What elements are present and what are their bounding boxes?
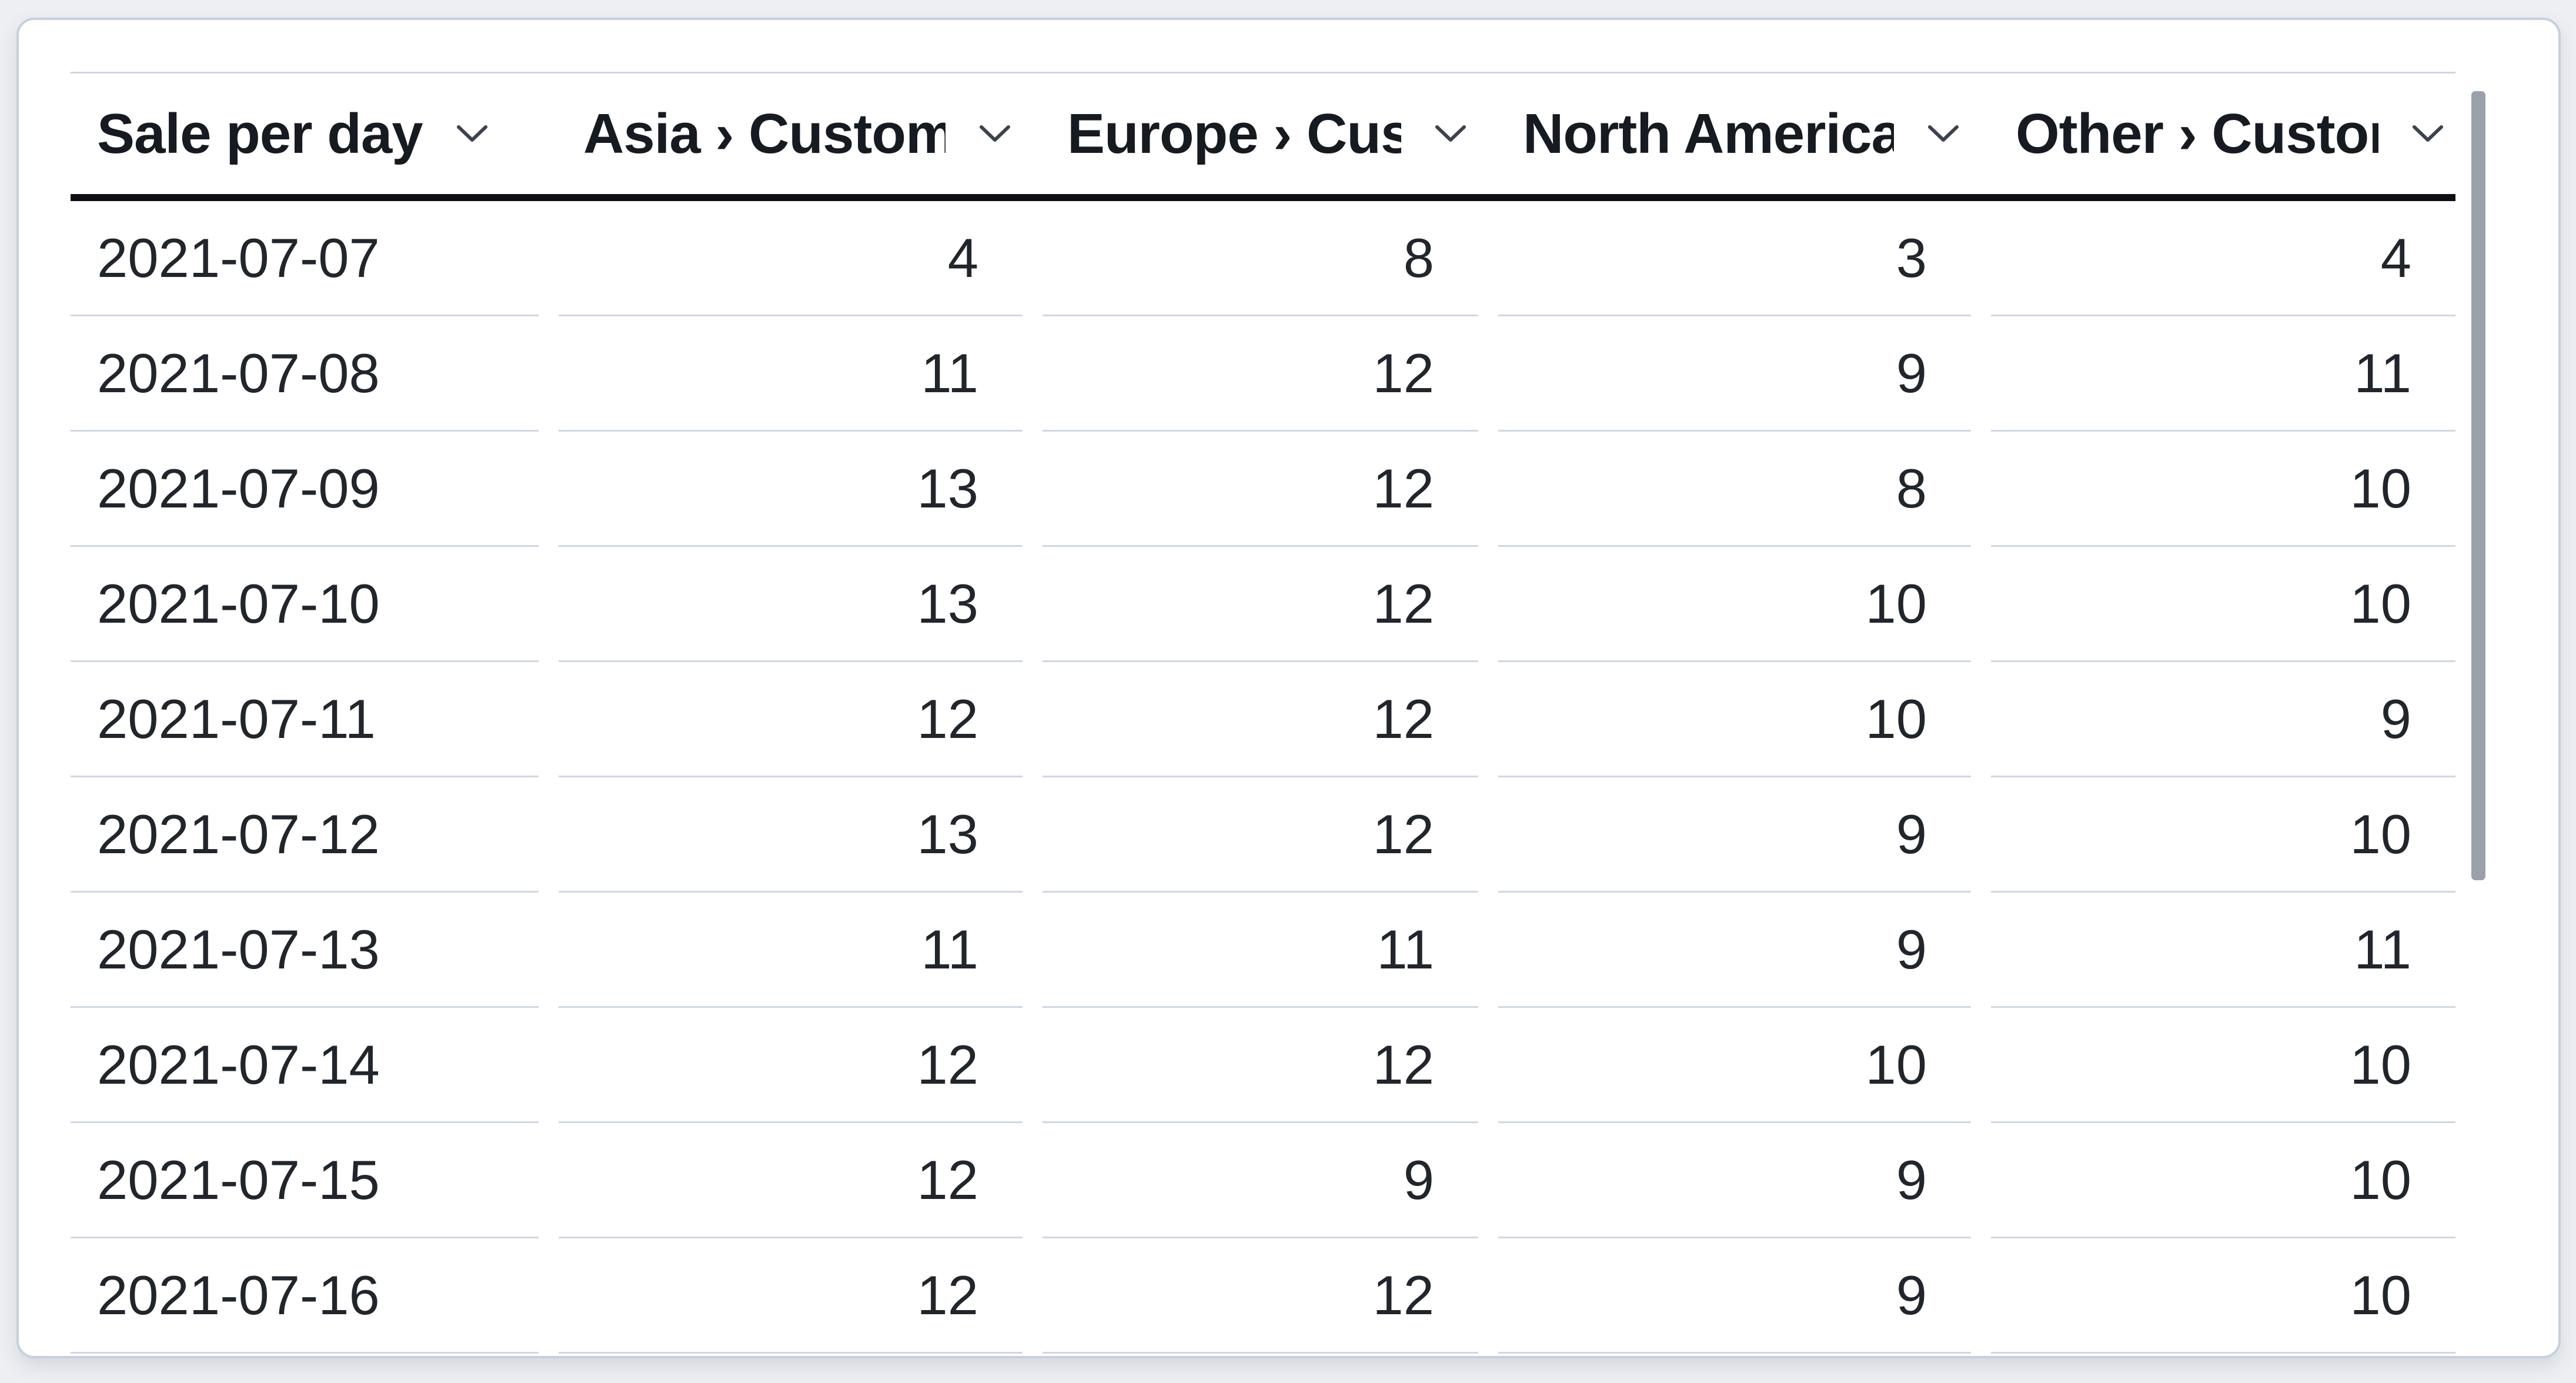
table-row: 2021-07-13 11 11 9 11	[71, 893, 2455, 1008]
header-divider	[71, 194, 2455, 201]
table-card: Sale per day Asia › Customers Europe › Cus…	[16, 18, 2561, 1358]
row-5-value-cell-1[interactable]: 13	[559, 777, 1023, 893]
row-5-value-cell-4[interactable]: 10	[1991, 777, 2455, 893]
row-7-value-cell-4[interactable]: 10	[1991, 1008, 2455, 1123]
column-header-label: North America › Customers	[1523, 102, 1894, 165]
row-0-value-cell-3[interactable]: 3	[1498, 201, 1971, 316]
row-8-value-cell-2[interactable]: 9	[1043, 1123, 1478, 1238]
table-row: 2021-07-14 12 12 10 10	[71, 1008, 2455, 1123]
column-header-1[interactable]: Asia › Customers	[559, 74, 1023, 194]
table-row: 2021-07-15 12 9 9 10	[71, 1123, 2455, 1238]
row-7-value-cell-2[interactable]: 12	[1043, 1008, 1478, 1123]
row-8-value-cell-4[interactable]: 10	[1991, 1123, 2455, 1238]
row-6-value-cell-4[interactable]: 11	[1991, 893, 2455, 1008]
chevron-down-icon[interactable]	[455, 124, 489, 144]
row-6-value-cell-2[interactable]: 11	[1043, 893, 1478, 1008]
row-0-value-cell-1[interactable]: 4	[559, 201, 1023, 316]
column-header-4[interactable]: Other › Customers	[1991, 74, 2455, 194]
row-0-date-cell[interactable]: 2021-07-07	[71, 201, 539, 316]
table-row: 2021-07-10 13 12 10 10	[71, 547, 2455, 662]
column-header-label: Europe › Customers	[1067, 102, 1401, 165]
row-9-value-cell-3[interactable]: 9	[1498, 1238, 1971, 1354]
row-3-value-cell-1[interactable]: 13	[559, 547, 1023, 662]
chevron-down-icon[interactable]	[1434, 124, 1468, 144]
row-3-value-cell-4[interactable]: 10	[1991, 547, 2455, 662]
row-4-value-cell-4[interactable]: 9	[1991, 662, 2455, 777]
chevron-down-icon[interactable]	[2411, 124, 2445, 144]
vertical-scrollbar-thumb[interactable]	[2471, 91, 2485, 880]
chevron-down-icon[interactable]	[978, 124, 1012, 144]
row-5-date-cell[interactable]: 2021-07-12	[71, 777, 539, 893]
row-1-value-cell-4[interactable]: 11	[1991, 316, 2455, 432]
row-6-date-cell[interactable]: 2021-07-13	[71, 893, 539, 1008]
table-header-row: Sale per day Asia › Customers Europe › Cus…	[71, 72, 2455, 194]
column-header-label: Sale per day	[97, 102, 423, 165]
row-8-value-cell-1[interactable]: 12	[559, 1123, 1023, 1238]
row-6-value-cell-1[interactable]: 11	[559, 893, 1023, 1008]
column-header-3[interactable]: North America › Customers	[1498, 74, 1971, 194]
row-9-value-cell-1[interactable]: 12	[559, 1238, 1023, 1354]
row-3-value-cell-3[interactable]: 10	[1498, 547, 1971, 662]
row-0-value-cell-2[interactable]: 8	[1043, 201, 1478, 316]
table-body: 2021-07-07 4 8 3 4 2021-07-08 11 12 9 11 2021-07-0…	[71, 201, 2455, 1354]
row-3-value-cell-2[interactable]: 12	[1043, 547, 1478, 662]
row-1-value-cell-3[interactable]: 9	[1498, 316, 1971, 432]
row-4-date-cell[interactable]: 2021-07-11	[71, 662, 539, 777]
table-row: 2021-07-11 12 12 10 9	[71, 662, 2455, 777]
row-5-value-cell-3[interactable]: 9	[1498, 777, 1971, 893]
column-header-label: Other › Customers	[2016, 102, 2378, 165]
table: Sale per day Asia › Customers Europe › Cus…	[71, 72, 2455, 1354]
row-8-value-cell-3[interactable]: 9	[1498, 1123, 1971, 1238]
column-header-label: Asia › Customers	[583, 102, 945, 165]
row-7-value-cell-1[interactable]: 12	[559, 1008, 1023, 1123]
row-9-value-cell-2[interactable]: 12	[1043, 1238, 1478, 1354]
column-header-0[interactable]: Sale per day	[71, 74, 539, 194]
column-header-2[interactable]: Europe › Customers	[1043, 74, 1478, 194]
row-9-date-cell[interactable]: 2021-07-16	[71, 1238, 539, 1354]
row-0-value-cell-4[interactable]: 4	[1991, 201, 2455, 316]
row-1-value-cell-1[interactable]: 11	[559, 316, 1023, 432]
row-6-value-cell-3[interactable]: 9	[1498, 893, 1971, 1008]
row-2-date-cell[interactable]: 2021-07-09	[71, 432, 539, 547]
row-4-value-cell-2[interactable]: 12	[1043, 662, 1478, 777]
row-3-date-cell[interactable]: 2021-07-10	[71, 547, 539, 662]
table-row: 2021-07-08 11 12 9 11	[71, 316, 2455, 432]
row-2-value-cell-3[interactable]: 8	[1498, 432, 1971, 547]
table-row: 2021-07-07 4 8 3 4	[71, 201, 2455, 316]
row-1-value-cell-2[interactable]: 12	[1043, 316, 1478, 432]
row-7-value-cell-3[interactable]: 10	[1498, 1008, 1971, 1123]
row-1-date-cell[interactable]: 2021-07-08	[71, 316, 539, 432]
row-2-value-cell-4[interactable]: 10	[1991, 432, 2455, 547]
row-4-value-cell-1[interactable]: 12	[559, 662, 1023, 777]
chevron-down-icon[interactable]	[1926, 124, 1960, 144]
row-4-value-cell-3[interactable]: 10	[1498, 662, 1971, 777]
row-2-value-cell-2[interactable]: 12	[1043, 432, 1478, 547]
row-8-date-cell[interactable]: 2021-07-15	[71, 1123, 539, 1238]
row-7-date-cell[interactable]: 2021-07-14	[71, 1008, 539, 1123]
row-2-value-cell-1[interactable]: 13	[559, 432, 1023, 547]
table-row: 2021-07-09 13 12 8 10	[71, 432, 2455, 547]
row-9-value-cell-4[interactable]: 10	[1991, 1238, 2455, 1354]
row-5-value-cell-2[interactable]: 12	[1043, 777, 1478, 893]
table-row: 2021-07-16 12 12 9 10	[71, 1238, 2455, 1354]
table-row: 2021-07-12 13 12 9 10	[71, 777, 2455, 893]
